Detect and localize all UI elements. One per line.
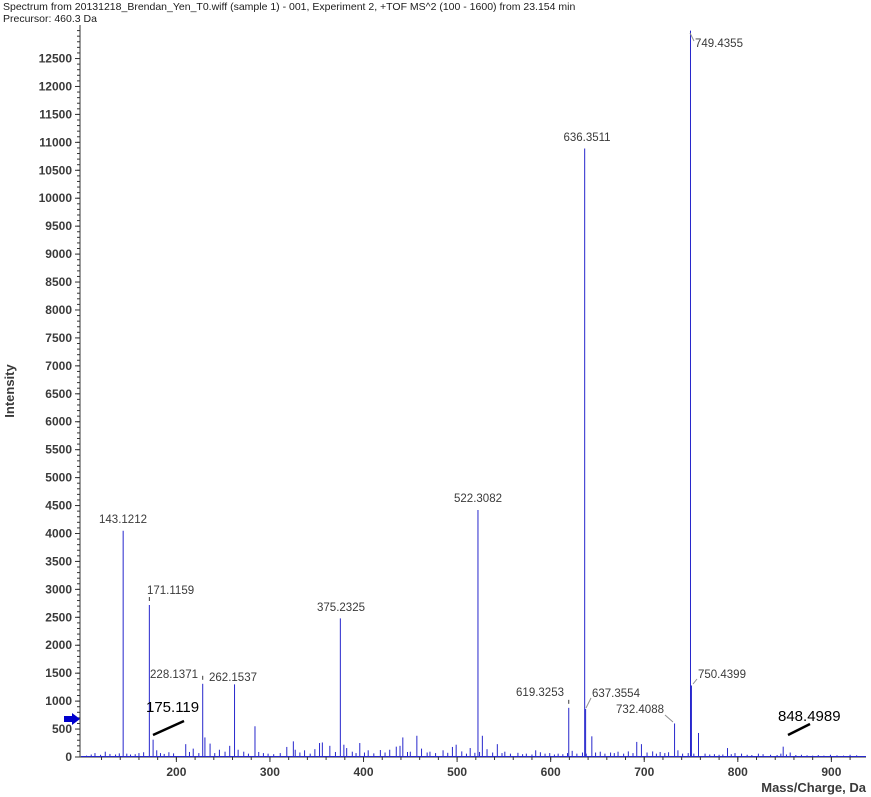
peak-label: 375.2325 (317, 602, 365, 614)
peak-label: 522.3082 (454, 493, 502, 505)
y-tick-label: 9500 (45, 219, 72, 233)
peak-label: 732.4088 (616, 704, 664, 716)
y-tick-label: 0 (65, 750, 72, 764)
x-tick-label: 400 (354, 765, 374, 779)
peak-label: 749.4355 (695, 38, 743, 50)
peak-label: 143.1212 (99, 514, 147, 526)
x-tick-label: 900 (821, 765, 841, 779)
y-tick-label: 4500 (45, 499, 72, 513)
y-tick-label: 2500 (45, 610, 72, 624)
y-tick-label: 5000 (45, 471, 72, 485)
x-tick-label: 300 (260, 765, 280, 779)
annotation-text: 848.4989 (778, 708, 841, 725)
peak-label: 636.3511 (563, 132, 610, 144)
annotation-line (152, 719, 185, 737)
peak-label: 637.3554 (592, 688, 641, 700)
peak-label: 228.1371 (150, 669, 198, 681)
y-tick-label: 9000 (45, 247, 72, 261)
spectrum-title: Spectrum from 20131218_Brendan_Yen_T0.wi… (3, 1, 576, 13)
y-tick-label: 6000 (45, 415, 72, 429)
y-tick-label: 12500 (39, 52, 73, 66)
annotation-line (787, 722, 811, 737)
y-tick-label: 10000 (39, 191, 73, 205)
y-tick-label: 3500 (45, 554, 72, 568)
label-pointer-line (664, 714, 674, 723)
y-tick-label: 1000 (45, 694, 72, 708)
annotation-text: 175.119 (146, 699, 199, 716)
y-tick-label: 1500 (45, 666, 72, 680)
y-tick-label: 5500 (45, 443, 72, 457)
y-tick-label: 4000 (45, 526, 72, 540)
peak-label: 171.1159 (147, 585, 194, 597)
y-tick-label: 8500 (45, 275, 72, 289)
y-tick-label: 3000 (45, 582, 72, 596)
precursor-info: Precursor: 460.3 Da (3, 13, 97, 25)
y-tick-label: 7500 (45, 331, 72, 345)
label-pointer-line (689, 32, 695, 42)
x-tick-label: 600 (541, 765, 561, 779)
y-tick-label: 6500 (45, 387, 72, 401)
label-pointer-line (585, 697, 592, 709)
x-tick-label: 500 (447, 765, 467, 779)
peak-label: 262.1537 (209, 672, 257, 684)
y-tick-label: 12000 (39, 79, 73, 93)
y-tick-label: 11000 (39, 135, 72, 149)
label-pointer-line (692, 678, 698, 685)
y-tick-label: 10500 (39, 163, 73, 177)
y-tick-label: 2000 (45, 638, 72, 652)
y-tick-label: 500 (52, 722, 72, 736)
y-tick-label: 11500 (39, 107, 72, 121)
x-tick-label: 800 (728, 765, 748, 779)
peak-label: 750.4399 (698, 669, 746, 681)
x-tick-label: 200 (166, 765, 186, 779)
peak-label: 619.3253 (516, 687, 564, 699)
y-tick-label: 8000 (45, 303, 72, 317)
y-tick-label: 7000 (45, 359, 72, 373)
y-axis-title: Intensity (2, 364, 17, 418)
x-tick-label: 700 (634, 765, 654, 779)
x-axis-title: Mass/Charge, Da (761, 780, 867, 795)
precursor-marker-icon (64, 713, 80, 726)
